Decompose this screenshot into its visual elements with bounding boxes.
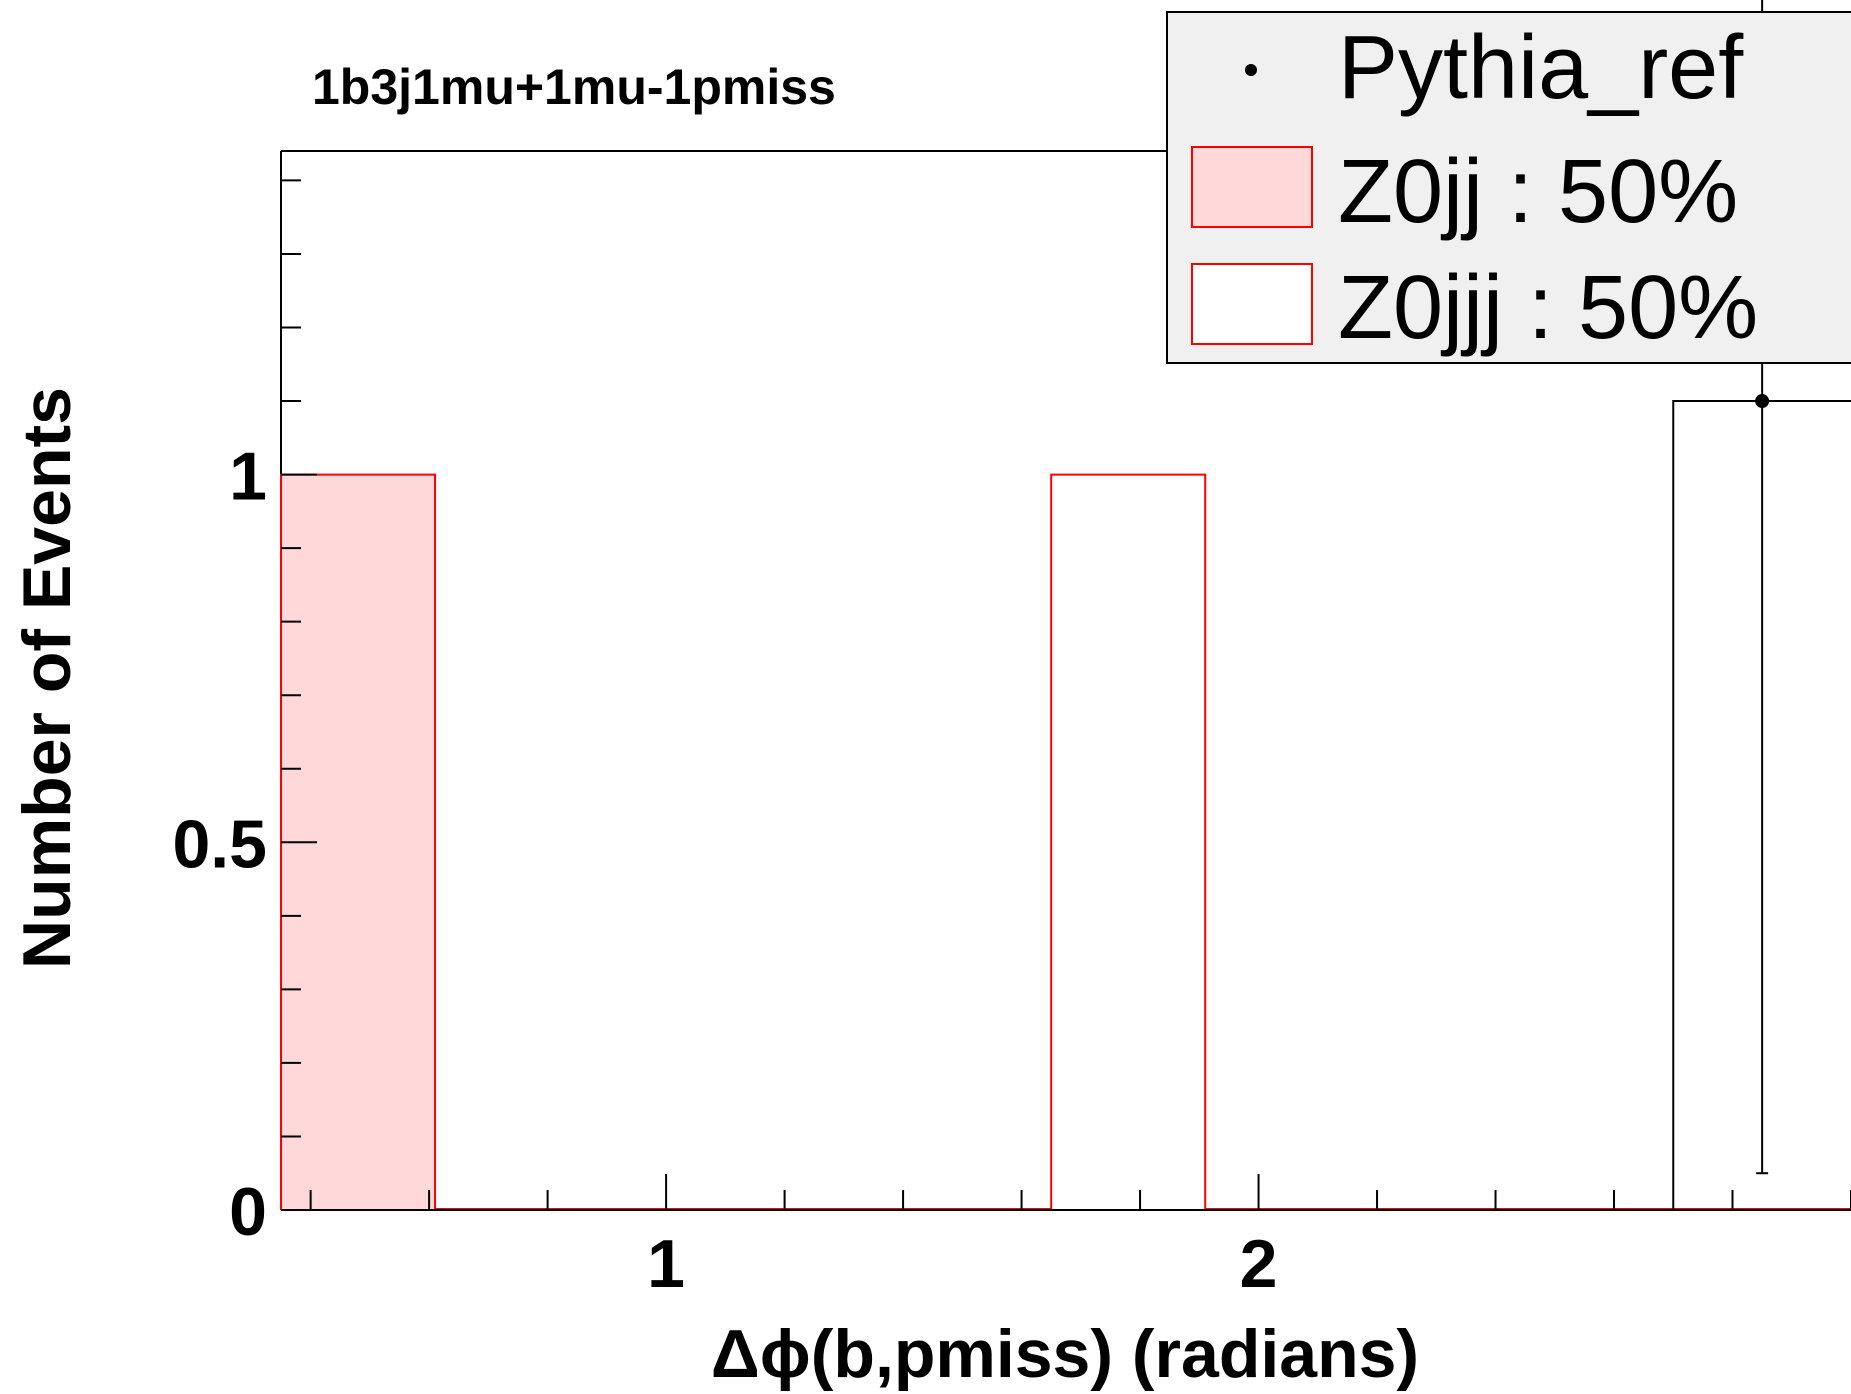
legend-label-pythia-ref: Pythia_ref: [1338, 18, 1744, 118]
reference-point: [1755, 394, 1770, 409]
axes: 0 0.5 1 1 2: [172, 179, 1851, 1302]
reference-histogram-outline: [1672, 400, 1851, 1210]
chart-title: 1b3j1mu+1mu-1pmiss: [312, 59, 836, 115]
y-axis-label: Number of Events: [9, 387, 85, 969]
histogram-bars: [280, 473, 1851, 1210]
y-tick-label: 1: [229, 439, 267, 515]
x-tick-label: 1: [647, 1226, 685, 1302]
x-axis-label: Δϕ(b,pmiss) (radians): [711, 1316, 1419, 1392]
legend-label-z0jj: Z0jj : 50%: [1338, 142, 1738, 242]
legend-swatch-z0jj: [1191, 146, 1313, 228]
legend-label-z0jjj: Z0jjj : 50%: [1338, 258, 1758, 358]
y-tick-label: 0: [229, 1174, 267, 1250]
x-tick-label: 2: [1240, 1226, 1278, 1302]
legend-marker-pythia-ref: [1245, 64, 1257, 76]
y-tick-label: 0.5: [172, 806, 267, 882]
legend-swatch-z0jjj: [1191, 263, 1313, 345]
legend: Pythia_ref Z0jj : 50% Z0jjj : 50%: [1166, 11, 1851, 364]
bar-hollow-1-0: [1050, 473, 1207, 1210]
